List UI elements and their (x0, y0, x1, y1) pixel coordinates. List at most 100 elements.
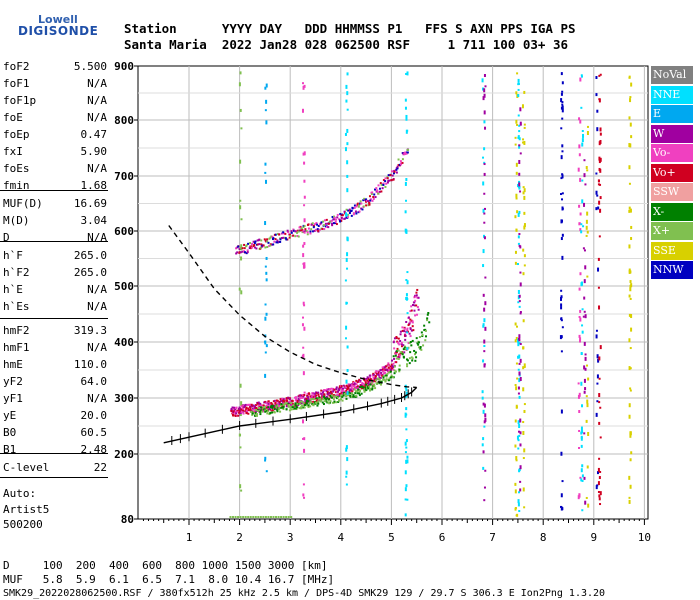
o-trace-point (351, 390, 354, 393)
x-trace-point (354, 392, 357, 395)
second-hop-point (320, 221, 323, 224)
noise-point (581, 474, 584, 478)
second-hop-point (240, 248, 243, 251)
second-hop-point (405, 152, 408, 155)
second-hop-point (260, 243, 263, 246)
second-hop-point (398, 163, 401, 166)
o-trace-point (323, 389, 326, 392)
second-hop-point (352, 212, 355, 215)
o-trace-point (239, 410, 242, 413)
noise-point (406, 271, 409, 274)
second-hop-point (287, 230, 290, 233)
x-tick-label: 3 (287, 531, 294, 544)
noise-point (583, 310, 586, 313)
noise-point (561, 103, 564, 106)
noise-point (560, 92, 563, 96)
noise-point (582, 315, 585, 318)
noise-point (523, 264, 526, 267)
x-trace-point (339, 398, 342, 401)
o-trace-point (322, 394, 325, 397)
x-trace-point (275, 405, 278, 408)
param-name: D (3, 231, 10, 244)
o-trace-point (335, 391, 338, 394)
noise-point (599, 436, 602, 439)
o-trace-point (390, 363, 393, 366)
noise-point (628, 313, 631, 317)
noise-point (482, 249, 485, 254)
o-trace-point (367, 378, 370, 381)
x-trace-point (276, 404, 279, 407)
param-value: 60.5 (80, 426, 108, 439)
noise-point (523, 223, 526, 228)
noise-point (561, 207, 564, 210)
o-trace-point (344, 385, 347, 388)
noise-point (586, 211, 589, 216)
o-trace-point (262, 410, 265, 413)
noise-point (515, 404, 518, 409)
o-trace-point (395, 335, 398, 338)
o-trace-point (244, 403, 247, 406)
x-trace-point (314, 402, 317, 405)
o-trace-point (230, 410, 233, 413)
x-trace-point (425, 335, 428, 338)
noise-point (580, 352, 583, 356)
noise-point (517, 386, 520, 390)
param-name: fxI (3, 145, 23, 158)
second-hop-point (247, 242, 250, 245)
noise-point (483, 163, 486, 166)
x-trace-point (393, 369, 396, 372)
noise-point (586, 275, 589, 278)
x-trace-point (418, 346, 421, 349)
second-hop-point (391, 170, 394, 173)
noise-point (264, 221, 267, 226)
second-hop-point (244, 251, 247, 254)
noise-point (406, 331, 409, 334)
o-trace-point (311, 392, 314, 395)
noise-point (523, 363, 526, 368)
noise-point (405, 178, 408, 182)
noise-point (577, 394, 580, 399)
noise-point (628, 244, 631, 249)
o-trace-point (368, 381, 371, 384)
o-trace-point (257, 408, 260, 411)
x-trace-point (302, 406, 305, 409)
o-trace-point (417, 296, 420, 299)
o-trace-point (312, 392, 315, 395)
y-tick-label: 600 (114, 225, 134, 238)
x-trace-point (342, 394, 345, 397)
noise-point (561, 507, 564, 511)
noise-point (517, 235, 520, 239)
param-name: foF1p (3, 94, 37, 107)
noise-point (628, 209, 631, 213)
noise-point (518, 300, 521, 303)
param-value: N/A (87, 111, 107, 124)
noise-point (346, 252, 349, 257)
noise-point (578, 392, 581, 397)
x-trace-point (405, 358, 408, 361)
o-trace-point (415, 291, 418, 294)
second-hop-point (260, 239, 263, 242)
second-hop-point (300, 227, 303, 230)
x-trace-point (287, 404, 290, 407)
noise-point (597, 179, 600, 183)
x-trace-point (408, 357, 411, 360)
second-hop-point (271, 235, 274, 238)
second-hop-point (290, 230, 293, 233)
noise-point (518, 186, 521, 190)
noise-point (516, 377, 519, 380)
param-row-hf2: h`F2 265.0 (3, 266, 107, 280)
o-trace-point (416, 313, 419, 316)
noise-point (518, 305, 521, 308)
second-hop-point (302, 230, 305, 233)
o-trace-point (414, 295, 417, 298)
second-hop-point (404, 151, 407, 154)
o-trace-point (277, 405, 280, 408)
o-trace-point (410, 329, 413, 332)
noise-point (517, 78, 520, 83)
noise-point (628, 403, 631, 408)
o-trace-point (350, 386, 353, 389)
second-hop-point (243, 247, 246, 250)
x-trace-point (408, 341, 411, 344)
x-trace-point (422, 344, 425, 347)
